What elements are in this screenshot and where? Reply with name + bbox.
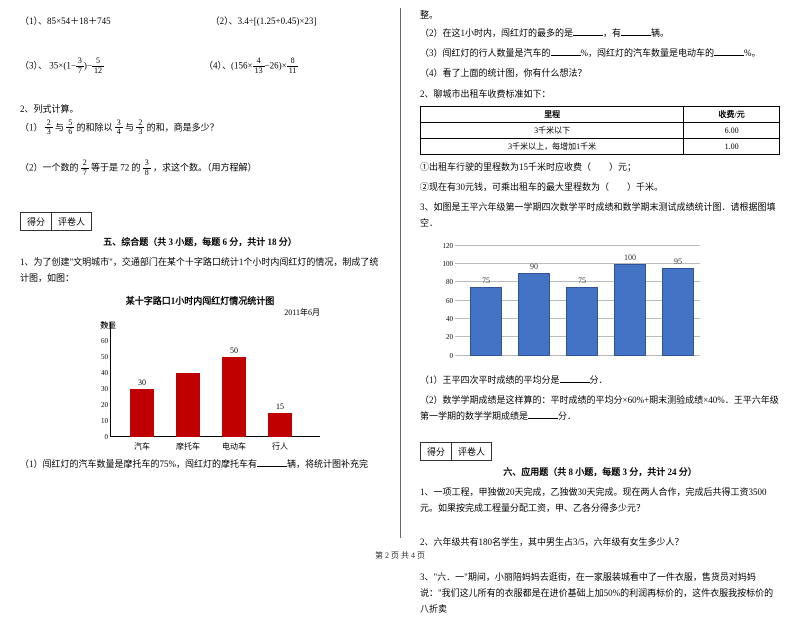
a3: 3、"六．一"期间，小丽陪妈妈去逛街，在一家服装城看中了一件衣服，售货员对妈妈说…: [420, 569, 780, 617]
chart1: 数量 01020304050607030汽车摩托车50电动车15行人: [70, 322, 330, 452]
eq3-frac1: 37: [76, 57, 84, 76]
blank[interactable]: [714, 46, 744, 56]
r-p4: （4）看了上面的统计图，你有什么想法？: [420, 65, 780, 81]
ytick: 50: [90, 353, 108, 361]
chart1-bar-label: 15: [268, 402, 292, 411]
chart2-bar-label: 90: [518, 262, 550, 271]
ytick: 0: [90, 433, 108, 441]
eq3-frac2: 512: [92, 57, 104, 76]
chart1-bar-label: 50: [222, 346, 246, 355]
chart2-bar: [470, 287, 502, 356]
c2-2: （2）数学学期成绩是这样算的：平时成绩的平均分×60%+期末测验成绩×40%．王…: [420, 392, 780, 424]
t2: ②现在有30元钱，可乘出租车的最大里程数为（ ）千米。: [420, 179, 780, 195]
p1-text: 1、为了创建"文明城市"，交通部门在某个十字路口统计1个小时内闯红灯的情况，制成…: [20, 254, 380, 286]
chart2-ytick: 40: [435, 315, 453, 323]
fare-table: 里程 收费/元 3千米以下 6.00 3千米以上，每增加1千米 1.00: [420, 106, 780, 155]
eq-3: （3）、 35×(1−37)−512: [20, 57, 104, 76]
t1: ①出租车行驶的里程数为15千米时应收费（ ）元；: [420, 159, 780, 175]
q2-1: （1） 23 与 56 的和除以 34 与 23 的和，商是多少？: [20, 119, 380, 138]
r-p2: （2）在这1小时内，闯红灯的最多的是，有辆。: [420, 25, 780, 41]
chart1-xcat: 摩托车: [168, 441, 208, 452]
ytick: 30: [90, 385, 108, 393]
section-2-header: 2、列式计算。: [20, 102, 380, 115]
chart1-date: 2011年6月: [20, 307, 320, 318]
eq-1: （1）、85×54＋18＋745: [20, 14, 111, 27]
eq-4: （4）、(156×413−26)×811: [204, 57, 298, 76]
q2-2: （2）一个数的 27 等于是 72 的 38 ，求这个数。（用方程解）: [20, 159, 380, 178]
chart2-bar-label: 75: [470, 276, 502, 285]
chart1-bar-label: 30: [130, 378, 154, 387]
cont-line: 整。: [420, 8, 780, 21]
page-footer: 第 2 页 共 4 页: [0, 550, 800, 561]
chart2-bar: [518, 273, 550, 356]
chart2-ytick: 120: [435, 242, 453, 250]
table-row: 3千米以下 6.00: [421, 122, 780, 138]
eq-2: （2）、3.4÷[(1.25+0.45)×23]: [211, 14, 317, 27]
th-mileage: 里程: [421, 106, 684, 122]
score-label: 得分: [21, 213, 52, 230]
table-row: 里程 收费/元: [421, 106, 780, 122]
equation-row-1: （1）、85×54＋18＋745 （2）、3.4÷[(1.25+0.45)×23…: [20, 14, 380, 27]
a2: 2、六年级共有180名学生，其中男生占3/5，六年级有女生多少人？: [420, 534, 780, 550]
eq4-frac2: 811: [287, 57, 299, 76]
ytick: 60: [90, 337, 108, 345]
ytick: 20: [90, 401, 108, 409]
r-q3: 3、如图是王平六年级第一学期四次数学平时成绩和数学期末测试成绩统计图．请根据图填…: [420, 199, 780, 231]
r-q2: 2、聊城市出租车收费标准如下：: [420, 86, 780, 102]
section-5-title: 五、综合题（共 3 小题，每题 6 分，共计 18 分）: [20, 235, 380, 248]
score-box-5: 得分 评卷人: [20, 212, 92, 231]
left-column: （1）、85×54＋18＋745 （2）、3.4÷[(1.25+0.45)×23…: [0, 0, 400, 545]
chart2-grid: [455, 245, 700, 246]
chart1-bar: [130, 389, 154, 437]
chart1-xcat: 汽车: [122, 441, 162, 452]
chart1-title: 某十字路口1小时内闯红灯情况统计图: [20, 294, 380, 307]
section-6-title: 六、应用题（共 8 小题，每题 3 分，共计 24 分）: [420, 465, 780, 478]
blank[interactable]: [573, 26, 603, 36]
chart1-xcat: 行人: [260, 441, 300, 452]
eq4-mid: −26)×: [265, 60, 287, 70]
blank[interactable]: [560, 373, 590, 383]
chart2-ytick: 80: [435, 278, 453, 286]
blank[interactable]: [257, 457, 287, 467]
eq4-frac1: 413: [253, 57, 265, 76]
blank[interactable]: [621, 26, 651, 36]
chart1-xcat: 电动车: [214, 441, 254, 452]
p1-1: （1）闯红灯的汽车数量是摩托车的75%，闯红灯的摩托车有辆，将统计图补充完: [20, 456, 380, 472]
right-column: 整。 （2）在这1小时内，闯红灯的最多的是，有辆。 （3）闯红灯的行人数量是汽车…: [400, 0, 800, 545]
table-row: 3千米以上，每增加1千米 1.00: [421, 138, 780, 154]
eq4-pre: （4）、(156×: [204, 60, 253, 70]
reviewer-label: 评卷人: [52, 213, 91, 230]
ytick: 70: [90, 321, 108, 329]
chart2-ytick: 100: [435, 260, 453, 268]
blank[interactable]: [528, 409, 558, 419]
chart1-bar: [268, 413, 292, 437]
score-box-6: 得分 评卷人: [420, 442, 492, 461]
chart2-bar: [614, 264, 646, 356]
reviewer-label: 评卷人: [452, 443, 491, 460]
chart2: 0 20 40 60 80 100 120 75 90 75 100 95: [430, 238, 730, 368]
chart1-bar: [222, 357, 246, 437]
ytick: 10: [90, 417, 108, 425]
chart2-bar-label: 75: [566, 276, 598, 285]
chart2-ytick: 20: [435, 333, 453, 341]
chart2-bar: [566, 287, 598, 356]
score-label: 得分: [421, 443, 452, 460]
blank[interactable]: [551, 46, 581, 56]
eq3-mid: )−: [84, 60, 92, 70]
chart2-bar: [662, 268, 694, 355]
chart2-bar-label: 100: [614, 253, 646, 262]
a1: 1、一项工程，甲独做20天完成，乙独做30天完成。现在两人合作，完成后共得工资3…: [420, 484, 780, 516]
chart1-bar: [176, 373, 200, 437]
c2-1: （1）王平四次平时成绩的平均分是分．: [420, 372, 780, 388]
chart2-bar-label: 95: [662, 257, 694, 266]
chart1-yaxis: [110, 322, 111, 437]
th-fare: 收费/元: [684, 106, 780, 122]
r-p3: （3）闯红灯的行人数量是汽车的%，闯红灯的汽车数量是电动车的%。: [420, 45, 780, 61]
equation-row-2: （3）、 35×(1−37)−512 （4）、(156×413−26)×811: [20, 57, 380, 76]
chart2-ytick: 60: [435, 297, 453, 305]
eq3-pre: （3）、 35×(1−: [20, 60, 76, 70]
chart2-ytick: 0: [435, 352, 453, 360]
ytick: 40: [90, 369, 108, 377]
